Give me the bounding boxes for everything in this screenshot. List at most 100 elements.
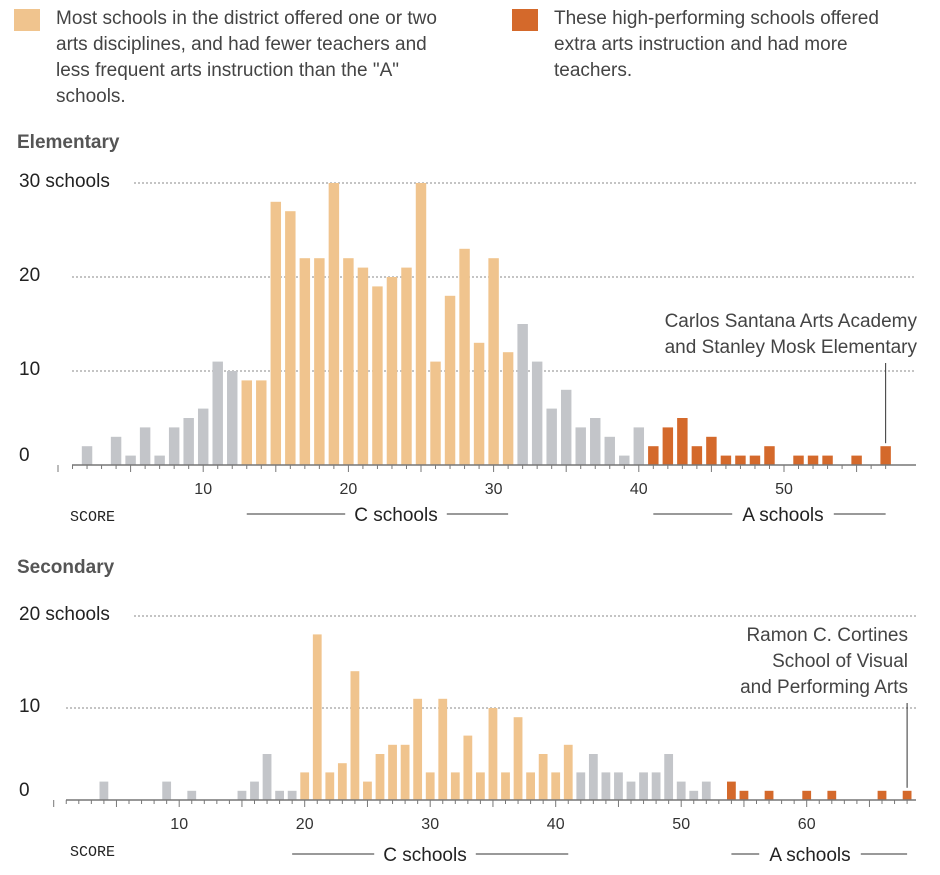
annotation-text: Ramon C. Cortines [746, 625, 908, 646]
bar [162, 781, 172, 800]
x-axis-label: SCORE [70, 509, 115, 526]
secondary-chart: 0 10 20 schools 10 20 30 40 50 60 SCORE C schools A… [19, 604, 916, 866]
bar [425, 772, 435, 800]
bar [689, 790, 699, 800]
x-tick-label: 50 [672, 816, 690, 833]
bar [388, 744, 397, 800]
y-tick-label: 0 [19, 445, 30, 466]
legend-text-a: These high-performing schools offered ex… [554, 8, 879, 81]
bar [212, 361, 223, 465]
y-tick-label: 20 [19, 265, 40, 286]
bar [517, 324, 528, 465]
bar [880, 446, 891, 465]
bar [575, 427, 586, 465]
bar [576, 772, 586, 800]
x-tick-label: 20 [340, 481, 358, 498]
bar [183, 418, 194, 465]
bar [357, 267, 369, 465]
x-tick-label: 10 [194, 481, 212, 498]
bar [827, 790, 837, 800]
bar [560, 389, 572, 465]
bar [99, 781, 109, 800]
bar [444, 295, 456, 465]
bar [400, 744, 410, 800]
c-schools-label: C schools [383, 845, 466, 866]
bar [538, 754, 548, 800]
bar [237, 790, 247, 800]
annotation-text: Carlos Santana Arts Academy [665, 311, 918, 332]
bar [337, 763, 347, 800]
bar [619, 455, 630, 465]
bar [363, 781, 372, 800]
bar [430, 361, 441, 465]
bar [851, 455, 862, 465]
legend-text-c: Most schools in the district offered one… [56, 8, 437, 107]
x-tick-label: 20 [296, 816, 314, 833]
annotation-text: School of Visual [772, 651, 908, 672]
bar [463, 735, 473, 800]
bar [664, 754, 674, 800]
y-tick-label: 10 [19, 696, 40, 717]
bar [604, 436, 615, 465]
bar [343, 258, 354, 465]
bar [648, 446, 659, 465]
bar [677, 418, 688, 465]
bar [314, 258, 325, 465]
bar [325, 772, 335, 800]
bar [386, 277, 398, 465]
bar [81, 446, 93, 465]
bar [187, 790, 197, 800]
bar [197, 408, 209, 465]
bar [651, 772, 661, 800]
bar [639, 772, 648, 800]
bar [551, 772, 561, 800]
bar [262, 754, 272, 800]
secondary-chart-title: Secondary [17, 557, 115, 578]
bar [501, 772, 510, 800]
bar [749, 455, 761, 465]
elementary-chart: 0 10 20 30 schools 10 20 30 40 50 SCORE C schools A… [19, 171, 918, 526]
x-axis-label: SCORE [70, 844, 115, 861]
bar [415, 183, 427, 465]
bar [473, 342, 485, 465]
x-tick-label: 50 [775, 481, 793, 498]
x-tick-label: 40 [630, 481, 648, 498]
bar [662, 427, 674, 465]
bar [256, 380, 267, 465]
bar [614, 772, 623, 800]
bar [546, 408, 557, 465]
x-tick-label: 30 [485, 481, 503, 498]
bar [531, 361, 543, 465]
bar [285, 211, 296, 465]
bar [270, 201, 282, 466]
bar [626, 781, 636, 800]
x-tick-label: 30 [421, 816, 439, 833]
bar [488, 258, 499, 465]
bar [312, 634, 322, 800]
x-tick-label: 60 [798, 816, 816, 833]
bar [459, 248, 470, 465]
bar [720, 455, 732, 465]
bar [476, 772, 485, 800]
bar [513, 717, 523, 800]
y-tick-label: 0 [19, 780, 30, 801]
bar [588, 754, 598, 800]
annotation-text: and Stanley Mosk Elementary [665, 337, 918, 358]
bar [735, 455, 746, 465]
bar [375, 754, 385, 800]
bar [633, 427, 645, 465]
bar [328, 183, 340, 465]
bar [287, 790, 297, 800]
bar [438, 698, 448, 800]
bar [450, 772, 460, 800]
bar [727, 781, 736, 800]
bar [275, 790, 284, 800]
y-tick-label: 20 schools [19, 604, 110, 625]
bar [125, 455, 136, 465]
bar [807, 455, 819, 465]
bar [706, 436, 717, 465]
bar [227, 371, 238, 465]
bar [601, 772, 611, 800]
bar [299, 258, 311, 465]
bar [241, 380, 252, 465]
